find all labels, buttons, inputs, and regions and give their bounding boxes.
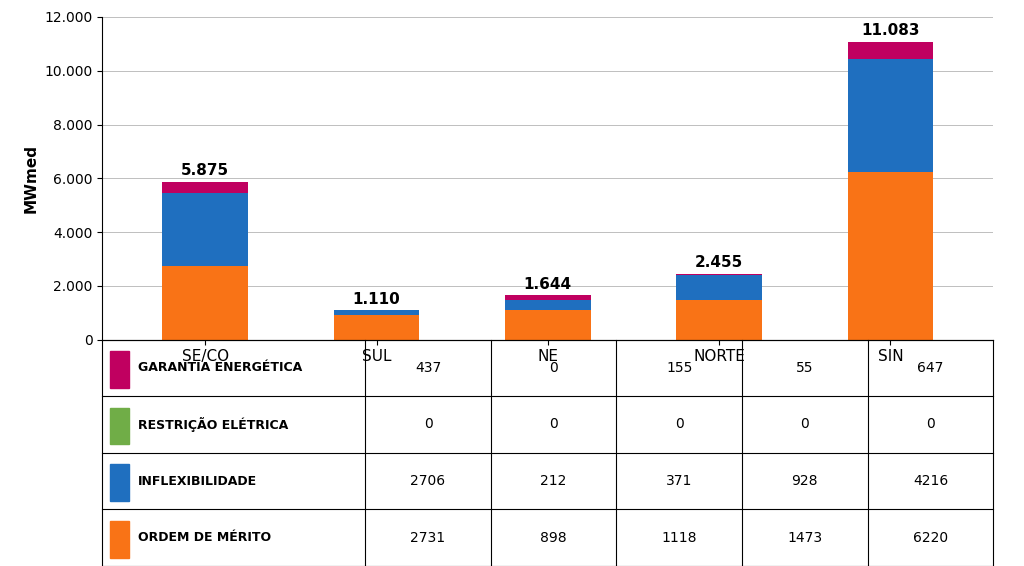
Bar bbox=[505, 295, 591, 299]
Text: 155: 155 bbox=[666, 361, 692, 375]
Bar bbox=[848, 173, 933, 340]
Bar bbox=[848, 59, 933, 173]
Bar bbox=[163, 182, 248, 194]
Text: 437: 437 bbox=[415, 361, 441, 375]
Text: 0: 0 bbox=[801, 418, 809, 431]
Text: 5.875: 5.875 bbox=[181, 164, 229, 178]
Bar bbox=[676, 300, 762, 340]
FancyBboxPatch shape bbox=[110, 351, 129, 388]
Text: 1.110: 1.110 bbox=[352, 291, 400, 307]
Text: 212: 212 bbox=[541, 474, 567, 488]
Text: 0: 0 bbox=[424, 418, 432, 431]
Bar bbox=[163, 266, 248, 340]
Text: 1473: 1473 bbox=[787, 531, 822, 544]
Text: 371: 371 bbox=[666, 474, 692, 488]
Y-axis label: MWmed: MWmed bbox=[24, 144, 39, 213]
Text: 1.644: 1.644 bbox=[524, 277, 571, 292]
Text: INFLEXIBILIDADE: INFLEXIBILIDADE bbox=[138, 475, 257, 487]
Text: 1118: 1118 bbox=[662, 531, 697, 544]
Text: 4216: 4216 bbox=[912, 474, 948, 488]
Bar bbox=[334, 315, 420, 340]
Text: 55: 55 bbox=[796, 361, 814, 375]
Bar bbox=[163, 194, 248, 266]
Bar bbox=[676, 275, 762, 300]
Text: RESTRIÇÃO ELÉTRICA: RESTRIÇÃO ELÉTRICA bbox=[138, 417, 289, 432]
Text: 0: 0 bbox=[675, 418, 684, 431]
Text: 2.455: 2.455 bbox=[695, 255, 743, 271]
Text: 928: 928 bbox=[792, 474, 818, 488]
Bar bbox=[505, 310, 591, 340]
Text: ORDEM DE MÉRITO: ORDEM DE MÉRITO bbox=[138, 531, 271, 544]
FancyBboxPatch shape bbox=[110, 408, 129, 444]
Text: 0: 0 bbox=[926, 418, 935, 431]
Bar bbox=[334, 310, 420, 315]
FancyBboxPatch shape bbox=[110, 521, 129, 558]
Bar bbox=[848, 42, 933, 59]
Text: 0: 0 bbox=[549, 361, 558, 375]
Text: 2731: 2731 bbox=[411, 531, 445, 544]
Text: 898: 898 bbox=[541, 531, 567, 544]
Text: 6220: 6220 bbox=[913, 531, 948, 544]
Text: 11.083: 11.083 bbox=[861, 23, 920, 38]
Bar bbox=[676, 273, 762, 275]
Text: 0: 0 bbox=[549, 418, 558, 431]
Text: 647: 647 bbox=[918, 361, 944, 375]
FancyBboxPatch shape bbox=[110, 464, 129, 501]
Text: GARANTIA ENERGÉTICA: GARANTIA ENERGÉTICA bbox=[138, 362, 302, 374]
Text: 2706: 2706 bbox=[411, 474, 445, 488]
Bar bbox=[505, 299, 591, 310]
